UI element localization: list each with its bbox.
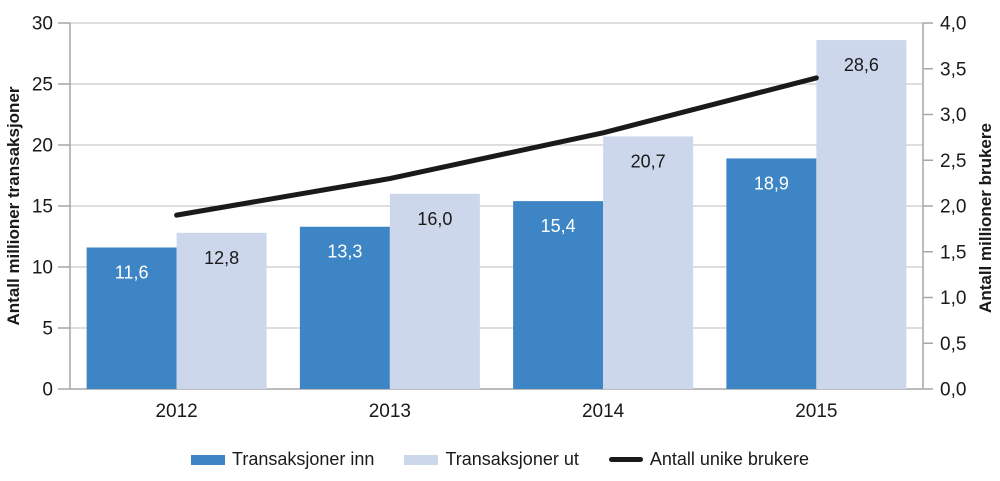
legend-item-transaksjoner-ut: Transaksjoner ut: [404, 449, 579, 470]
x-axis-label-2015: 2015: [795, 401, 837, 422]
bar-inn-2015: [726, 158, 817, 389]
legend-swatch-line-icon: [608, 457, 643, 462]
bar-inn-2014: [513, 201, 604, 389]
legend-label-transaksjoner-ut: Transaksjoner ut: [445, 449, 579, 469]
right-axis-tick-label: 2,5: [940, 151, 966, 172]
bar-ut-2015: [816, 40, 907, 390]
right-axis-tick-label: 3,0: [940, 105, 966, 126]
left-axis-tick-label: 25: [32, 75, 53, 96]
x-axis-label-2014: 2014: [582, 401, 625, 422]
legend-item-transaksjoner-inn: Transaksjoner inn: [191, 449, 374, 470]
line-antall-unike-brukere: [174, 75, 819, 218]
legend-label-transaksjoner-inn: Transaksjoner inn: [232, 449, 375, 469]
left-axis-tick-label: 15: [32, 197, 53, 218]
legend-item-antall-unike-brukere: Antall unike brukere: [608, 449, 809, 470]
right-axis-tick-label: 1,0: [940, 288, 966, 309]
bar-ut-2013: [389, 193, 480, 389]
bar-label-ut-2014: 20,7: [631, 151, 666, 171]
right-axis-tick-label: 0,5: [940, 334, 966, 355]
legend-swatch-transaksjoner-inn-icon: [191, 454, 226, 465]
x-axis-label-2013: 2013: [369, 401, 411, 422]
left-axis-title: Antall millioner transaksjoner: [4, 86, 23, 325]
bar-label-ut-2013: 16,0: [417, 209, 452, 229]
right-axis-tick-label: 3,5: [940, 59, 966, 80]
bar-label-inn-2014: 15,4: [541, 216, 576, 236]
right-axis-tick-label: 0,0: [940, 380, 966, 401]
right-axis-tick-label: 4,0: [940, 14, 966, 35]
right-axis-title: Antall millioner brukere: [976, 123, 995, 313]
bar-label-inn-2013: 13,3: [327, 242, 362, 262]
bar-label-inn-2015: 18,9: [754, 173, 789, 193]
left-axis-tick-label: 10: [32, 258, 53, 279]
x-axis-label-2012: 2012: [155, 401, 197, 422]
chart-plot: 0 5 10 15 20 25 30 0,0 0,5 1,0 1,5 2,0 2,5 3,0 3,5 4,0 1…: [4, 14, 995, 423]
bar-ut-2012: [176, 232, 267, 389]
bar-inn-2013: [299, 226, 390, 389]
legend-label-antall-unike-brukere: Antall unike brukere: [649, 449, 809, 469]
bar-label-ut-2012: 12,8: [204, 248, 239, 268]
right-axis-tick-label: 1,5: [940, 242, 966, 263]
bar-label-inn-2012: 11,6: [115, 262, 149, 282]
left-axis-tick-label: 30: [32, 14, 53, 35]
bar-inn-2012: [86, 247, 177, 389]
legend-swatch-transaksjoner-ut-icon: [404, 454, 439, 465]
bar-ut-2014: [603, 136, 694, 389]
left-axis-tick-label: 5: [42, 319, 53, 340]
right-axis-tick-label: 2,0: [940, 197, 966, 218]
left-axis-tick-label: 20: [32, 136, 53, 157]
chart-legend: Transaksjoner inn Transaksjoner ut Antal…: [0, 438, 1000, 481]
bar-label-ut-2015: 28,6: [844, 55, 879, 75]
left-axis-tick-label: 0: [42, 380, 53, 401]
